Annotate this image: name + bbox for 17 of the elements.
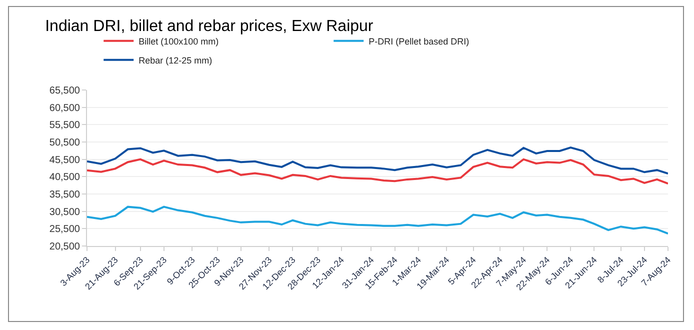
line-series	[87, 146, 668, 175]
legend-label: Rebar (12-25 mm)	[138, 55, 212, 66]
y-tick-label: 50,500	[49, 138, 80, 148]
y-tick-label: 45,500	[49, 154, 80, 166]
chart-title: Indian DRI, billet and rebar prices, Exw Raipur	[45, 18, 374, 35]
y-tick-label: 35,500	[49, 190, 80, 200]
y-tick-label: 20,500	[49, 242, 80, 252]
legend-label: Billet (100x100 mm)	[138, 36, 219, 46]
y-tick-label: 55,500	[49, 120, 80, 132]
y-tick-label: 60,500	[49, 102, 80, 114]
legend-label: P-DRI (Pellet based DRI)	[368, 36, 470, 46]
y-tick-label: 65,500	[49, 86, 80, 96]
line-series	[87, 158, 668, 185]
line-series	[87, 206, 668, 235]
y-tick-label: 25,500	[49, 224, 80, 236]
y-tick-label: 30,500	[49, 206, 80, 218]
y-tick-label: 40,500	[49, 172, 80, 184]
